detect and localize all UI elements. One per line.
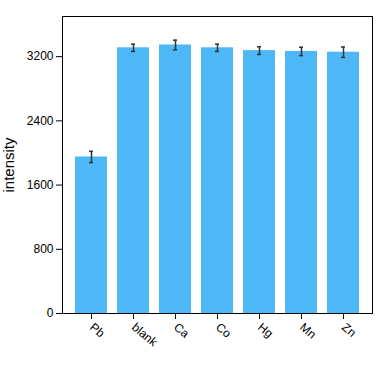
svg-text:Co: Co <box>213 320 234 341</box>
svg-text:intensity: intensity <box>0 137 17 193</box>
svg-text:1600: 1600 <box>27 178 54 192</box>
svg-text:Pb: Pb <box>87 320 107 340</box>
svg-text:Ca: Ca <box>171 320 192 341</box>
svg-text:3200: 3200 <box>27 49 54 63</box>
svg-text:2400: 2400 <box>27 114 54 128</box>
svg-text:blank: blank <box>129 320 161 350</box>
svg-text:0: 0 <box>47 306 54 320</box>
svg-text:Hg: Hg <box>255 320 276 341</box>
svg-text:800: 800 <box>33 242 53 256</box>
svg-text:Zn: Zn <box>339 320 359 340</box>
svg-text:Mn: Mn <box>297 320 319 341</box>
